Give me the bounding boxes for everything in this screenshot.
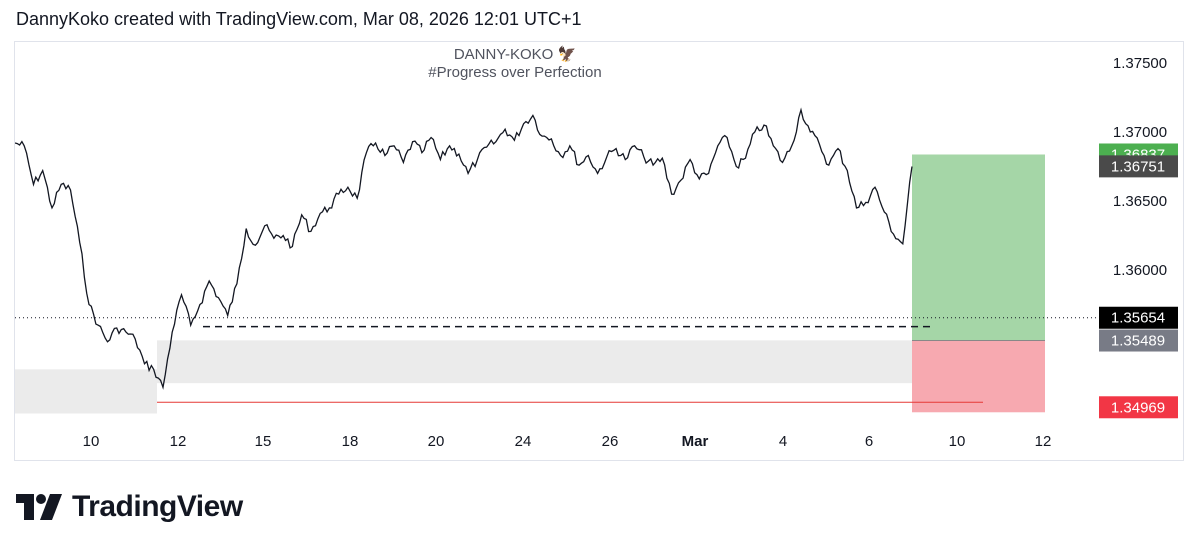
tradingview-logo[interactable]: TradingView — [16, 489, 243, 525]
y-tick-label: 1.36500 — [1113, 193, 1167, 210]
chart-header: DannyKoko created with TradingView.com, … — [16, 9, 582, 29]
drawing-zones — [15, 154, 1045, 414]
current-price-badge-text: 1.35654 — [1111, 310, 1165, 327]
entry-price-badge: 1.35489 — [1099, 329, 1178, 352]
x-tick-label: 18 — [342, 433, 359, 450]
watermark: DANNY-KOKO 🦅 #Progress over Perfection — [428, 44, 601, 81]
profit-zone — [912, 154, 1045, 341]
level-lines — [15, 317, 1099, 403]
close-price-badge-text: 1.36751 — [1111, 158, 1165, 175]
x-tick-label: 12 — [170, 433, 187, 450]
close-price-badge-bg — [1099, 155, 1178, 178]
tradingview-wordmark: TradingView — [72, 490, 243, 523]
y-tick-label: 1.36000 — [1113, 262, 1167, 279]
stop-price-badge: 1.34969 — [1099, 396, 1178, 419]
price-line — [15, 107, 913, 390]
demand-zone-upper — [157, 340, 957, 384]
y-tick-label: 1.37000 — [1113, 124, 1167, 141]
x-axis: 10 12 15 18 20 24 26 Mar 4 6 10 12 — [83, 433, 1052, 450]
stop-price-badge-bg — [1099, 396, 1178, 419]
watermark-title: DANNY-KOKO 🦅 — [454, 44, 576, 63]
demand-zone-lower — [15, 369, 157, 414]
close-price-badge: 1.36751 — [1099, 155, 1178, 178]
entry-price-badge-text: 1.35489 — [1111, 333, 1165, 350]
watermark-subtitle: #Progress over Perfection — [428, 64, 601, 81]
chart-svg[interactable]: 10 12 15 18 20 24 26 Mar 4 6 10 12 1.375001.370001.… — [15, 42, 1185, 462]
entry-price-badge-bg — [1099, 329, 1178, 352]
y-axis: 1.37500 1.37000 1.36500 1.36000 — [1113, 55, 1167, 279]
y-tick-label: 1.37500 — [1113, 55, 1167, 72]
x-tick-label: Mar — [682, 433, 709, 450]
x-tick-label: 15 — [255, 433, 272, 450]
x-tick-label: 20 — [428, 433, 445, 450]
current-price-badge: 1.35654 — [1099, 306, 1178, 329]
x-tick-label: 4 — [779, 433, 787, 450]
x-tick-label: 6 — [865, 433, 873, 450]
x-tick-label: 24 — [515, 433, 532, 450]
x-tick-label: 10 — [83, 433, 100, 450]
x-tick-label: 10 — [949, 433, 966, 450]
x-tick-label: 12 — [1035, 433, 1052, 450]
stop-price-badge-text: 1.34969 — [1111, 399, 1165, 416]
tradingview-logo-icon — [16, 494, 62, 520]
x-tick-label: 26 — [602, 433, 619, 450]
loss-zone — [912, 340, 1045, 413]
price-series[interactable] — [15, 107, 913, 390]
chart-area[interactable]: 10 12 15 18 20 24 26 Mar 4 6 10 12 1.37500 1.37000 1.… — [14, 41, 1184, 461]
current-price-badge-bg — [1099, 306, 1178, 329]
